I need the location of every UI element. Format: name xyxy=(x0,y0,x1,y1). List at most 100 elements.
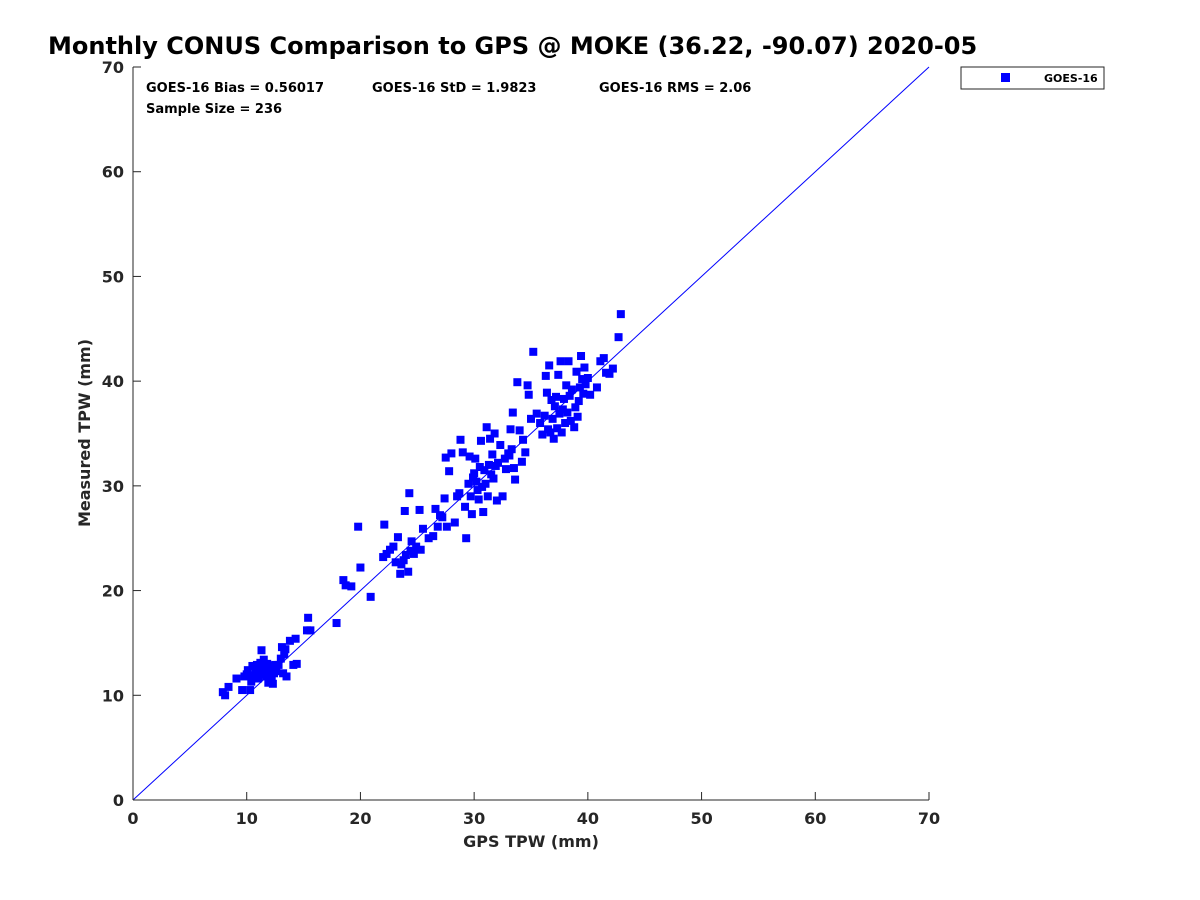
x-tick-label: 30 xyxy=(463,809,485,828)
data-point xyxy=(547,395,556,404)
data-point xyxy=(479,508,488,517)
data-point xyxy=(616,310,625,319)
data-point xyxy=(545,361,554,370)
data-point xyxy=(281,645,290,654)
data-point xyxy=(440,494,449,503)
data-point xyxy=(382,549,391,558)
data-point xyxy=(265,666,274,675)
data-point xyxy=(391,558,400,567)
data-point xyxy=(472,477,481,486)
data-point xyxy=(489,474,498,483)
rms-annotation: GOES-16 RMS = 2.06 xyxy=(599,81,751,96)
y-tick-label: 70 xyxy=(102,58,124,77)
chart-title: Monthly CONUS Comparison to GPS @ MOKE (… xyxy=(48,32,977,60)
data-point xyxy=(412,542,421,551)
data-point xyxy=(552,392,561,401)
data-point xyxy=(461,502,470,511)
data-point xyxy=(550,402,559,411)
data-point xyxy=(380,520,389,529)
data-point xyxy=(482,423,491,432)
data-point xyxy=(224,682,233,691)
y-tick-label: 30 xyxy=(102,477,124,496)
data-point xyxy=(259,655,268,664)
data-point xyxy=(255,666,264,675)
data-point xyxy=(566,416,575,425)
data-point xyxy=(573,412,582,421)
data-point xyxy=(347,582,356,591)
data-point xyxy=(511,475,520,484)
y-tick-label: 60 xyxy=(102,163,124,182)
data-point xyxy=(471,454,480,463)
x-tick-label: 60 xyxy=(804,809,826,828)
data-point xyxy=(506,425,515,434)
data-points xyxy=(218,310,625,700)
data-point xyxy=(540,411,549,420)
data-point xyxy=(433,522,442,531)
data-point xyxy=(456,435,465,444)
data-point xyxy=(473,486,482,495)
data-point xyxy=(400,506,409,515)
data-point xyxy=(538,430,547,439)
data-point xyxy=(575,383,584,392)
y-tick-label: 50 xyxy=(102,267,124,286)
data-point xyxy=(243,666,252,675)
data-point xyxy=(481,479,490,488)
x-tick-label: 40 xyxy=(577,809,599,828)
data-point xyxy=(557,428,566,437)
data-point xyxy=(467,510,476,519)
data-point xyxy=(507,445,516,454)
data-point xyxy=(407,537,416,546)
data-point xyxy=(442,522,451,531)
legend: GOES-16 xyxy=(960,66,1105,90)
data-point xyxy=(542,388,551,397)
legend-marker xyxy=(1001,73,1010,82)
x-tick-label: 50 xyxy=(690,809,712,828)
y-ticks: 0 10 20 30 40 50 60 70 xyxy=(102,58,141,810)
data-point xyxy=(291,634,300,643)
data-point xyxy=(583,374,592,383)
data-point xyxy=(605,369,614,378)
data-point xyxy=(549,434,558,443)
data-point xyxy=(276,654,285,663)
data-point xyxy=(405,489,414,498)
data-point xyxy=(483,492,492,501)
data-point xyxy=(563,408,572,417)
data-point xyxy=(418,524,427,533)
data-point xyxy=(332,619,341,628)
data-point xyxy=(404,567,413,576)
data-point xyxy=(527,414,535,423)
data-point xyxy=(389,542,398,551)
data-point xyxy=(306,626,315,635)
data-point xyxy=(396,569,405,578)
x-ticks: 0 10 20 30 40 50 60 70 xyxy=(127,792,940,828)
data-point xyxy=(441,453,450,462)
data-point xyxy=(494,458,503,467)
data-point xyxy=(498,492,507,501)
legend-label: GOES-16 xyxy=(1044,72,1098,85)
data-point xyxy=(339,576,348,585)
data-point xyxy=(399,556,408,565)
data-point xyxy=(280,650,289,659)
data-point xyxy=(458,448,467,457)
data-point xyxy=(356,563,365,572)
data-point xyxy=(466,492,475,501)
data-point xyxy=(247,677,256,686)
data-point xyxy=(523,381,532,390)
data-point xyxy=(555,409,564,418)
data-point xyxy=(515,426,524,435)
y-tick-label: 10 xyxy=(102,686,124,705)
data-point xyxy=(475,463,484,472)
data-point xyxy=(272,667,281,676)
data-point xyxy=(561,419,570,428)
data-point xyxy=(599,354,608,363)
data-point xyxy=(581,380,590,389)
data-point xyxy=(570,423,579,432)
data-point xyxy=(285,636,294,645)
data-point xyxy=(474,495,483,504)
data-point xyxy=(571,403,580,412)
data-point xyxy=(586,390,595,399)
data-point xyxy=(548,414,557,423)
data-point xyxy=(500,454,509,463)
data-point xyxy=(282,672,291,681)
